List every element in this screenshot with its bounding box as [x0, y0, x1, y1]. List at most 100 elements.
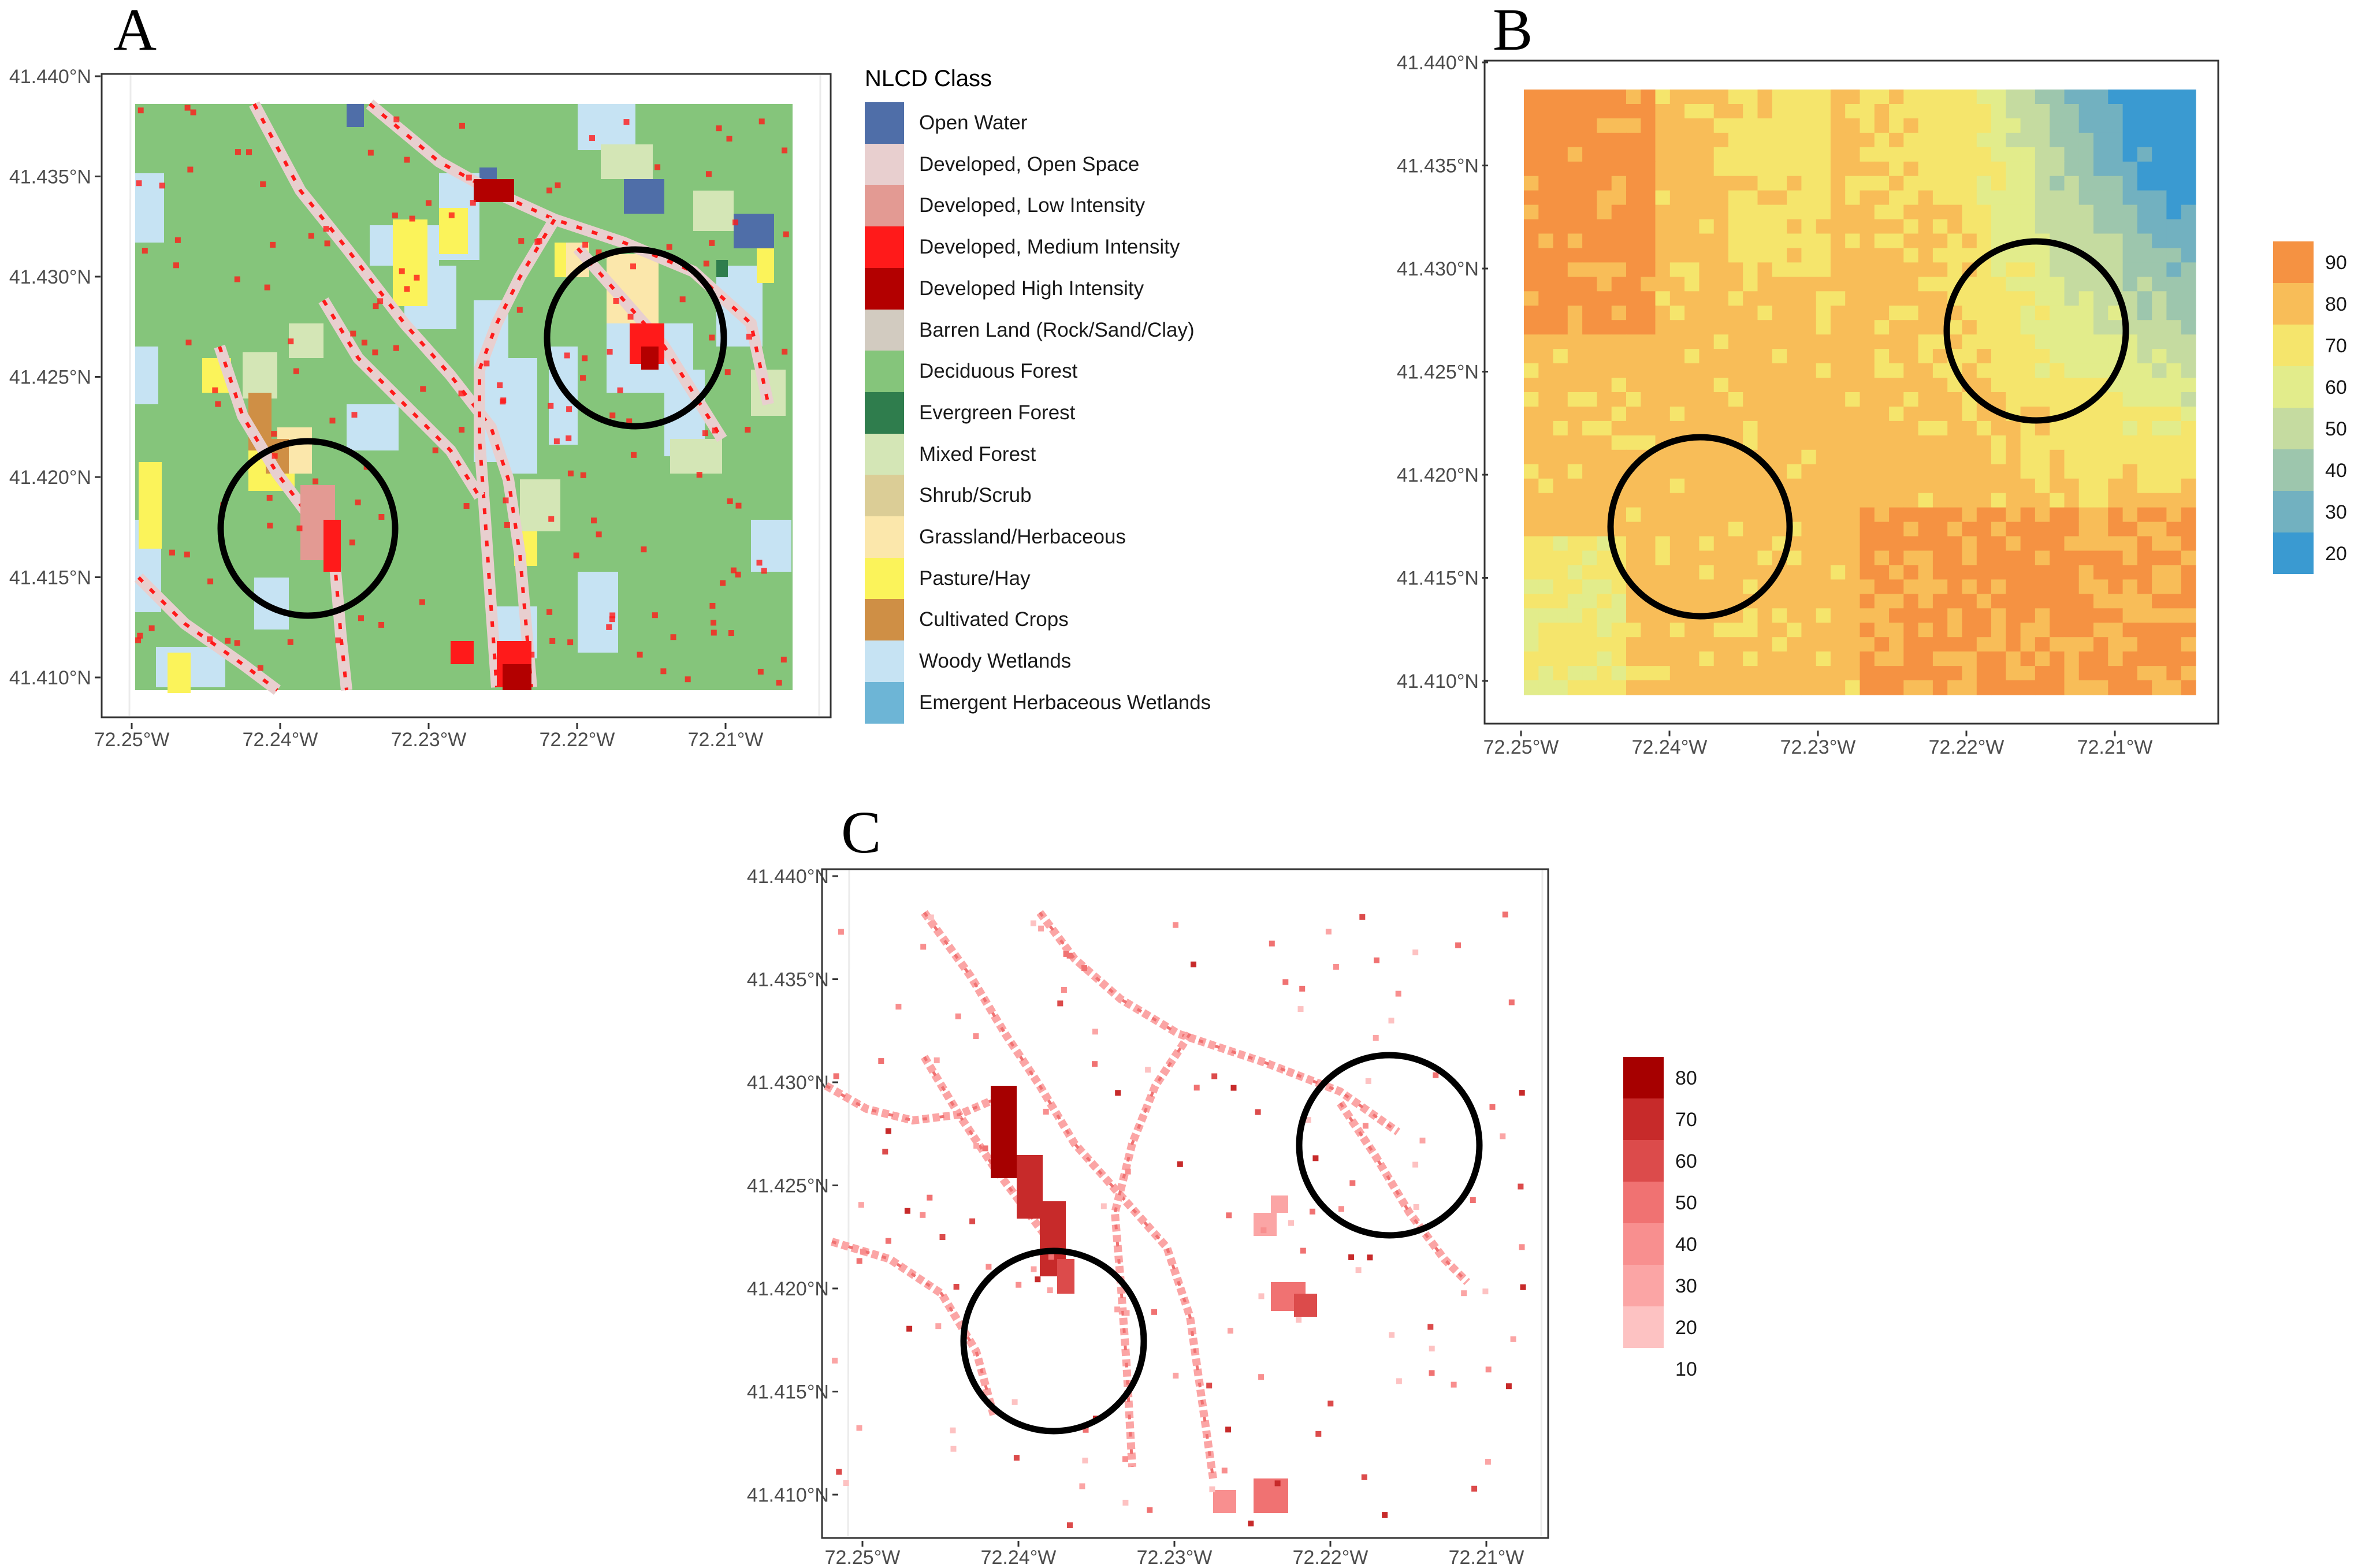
value-cell	[1626, 680, 1641, 695]
value-cell	[1553, 363, 1568, 378]
value-cell	[2166, 118, 2182, 133]
value-cell	[1976, 420, 1992, 436]
value-cell	[1582, 349, 1597, 364]
value-cell	[1962, 204, 1977, 220]
value-cell	[2078, 320, 2094, 335]
value-cell	[1889, 536, 1904, 552]
value-cell	[2108, 320, 2124, 335]
value-cell	[1947, 147, 1963, 162]
value-cell	[2137, 219, 2152, 234]
colorbar-swatch	[1623, 1306, 1664, 1348]
value-cell	[1684, 161, 1700, 177]
study-circle-north-c	[1296, 1052, 1483, 1239]
value-cell	[1991, 680, 2006, 695]
value-cell	[1567, 680, 1583, 695]
value-cell	[2166, 435, 2182, 450]
developed-pixel	[596, 249, 602, 255]
value-cell	[1611, 262, 1627, 277]
value-cell	[1538, 334, 1554, 349]
value-cell	[1538, 219, 1554, 234]
value-cell	[1611, 420, 1627, 436]
value-cell	[1787, 623, 1802, 638]
value-cell	[2064, 176, 2080, 191]
value-cell	[1962, 176, 1977, 191]
developed-pixel	[757, 669, 764, 675]
developed-patch	[503, 664, 531, 690]
value-cell	[1728, 204, 1743, 220]
value-cell	[1830, 550, 1846, 566]
developed-pixel	[549, 638, 556, 644]
value-cell	[1845, 608, 1861, 623]
value-cell	[1903, 190, 1919, 206]
value-cell	[2093, 420, 2108, 436]
value-cell	[1860, 104, 1875, 119]
value-cell	[1582, 132, 1597, 148]
development-pixel	[878, 1058, 884, 1064]
value-cell	[1655, 522, 1671, 537]
x-tick-label: 72.24°W	[243, 729, 318, 751]
value-cell	[1860, 637, 1875, 652]
value-cell	[1976, 550, 1992, 566]
value-cell	[2152, 420, 2167, 436]
value-cell	[1597, 118, 1612, 133]
value-cell	[1582, 291, 1597, 306]
value-cell	[1801, 608, 1817, 623]
value-cell	[1699, 306, 1715, 321]
value-cell	[2181, 608, 2196, 623]
value-cell	[1976, 219, 1992, 234]
development-pixel	[1433, 1072, 1439, 1078]
development-patch	[1271, 1195, 1288, 1213]
value-cell	[1845, 363, 1861, 378]
value-cell	[1567, 579, 1583, 594]
value-cell	[2050, 306, 2065, 321]
colorbar-label: 90	[2325, 252, 2347, 274]
value-cell	[2181, 522, 2196, 537]
value-cell	[1772, 104, 1787, 119]
value-cell	[2020, 204, 2036, 220]
legend-label: Developed, Low Intensity	[919, 194, 1146, 217]
value-cell	[1553, 565, 1568, 580]
y-tick-label: 41.435°N	[747, 969, 829, 991]
value-cell	[2078, 291, 2094, 306]
x-tick-label: 72.22°W	[540, 729, 615, 751]
x-tick-label: 72.21°W	[688, 729, 764, 751]
value-cell	[1874, 680, 1890, 695]
value-cell	[2152, 522, 2167, 537]
value-cell	[2122, 363, 2138, 378]
developed-pixel	[270, 241, 276, 248]
value-cell	[2020, 608, 2036, 623]
value-cell	[1553, 637, 1568, 652]
value-cell	[2078, 579, 2094, 594]
value-cell	[1611, 435, 1627, 450]
value-cell	[1567, 407, 1583, 422]
value-cell	[1743, 291, 1758, 306]
value-cell	[1567, 147, 1583, 162]
value-cell	[1728, 464, 1743, 479]
value-cell	[1830, 147, 1846, 162]
development-pixel	[904, 1208, 910, 1214]
value-cell	[1816, 233, 1831, 249]
value-cell	[1918, 464, 1933, 479]
value-cell	[1597, 90, 1612, 105]
value-cell	[1553, 392, 1568, 407]
value-cell	[1772, 623, 1787, 638]
value-cell	[1918, 161, 1933, 177]
value-cell	[2137, 104, 2152, 119]
value-cell	[1713, 262, 1729, 277]
value-cell	[1713, 666, 1729, 681]
development-pixel	[1315, 1431, 1322, 1437]
value-cell	[1991, 464, 2006, 479]
value-cell	[1757, 407, 1773, 422]
value-cell	[1918, 349, 1933, 364]
development-pixel	[1124, 1310, 1130, 1316]
value-cell	[1903, 392, 1919, 407]
value-cell	[1845, 248, 1861, 263]
value-cell	[1684, 536, 1700, 552]
value-cell	[1713, 147, 1729, 162]
development-pixel	[1038, 925, 1044, 932]
value-cell	[1830, 118, 1846, 133]
value-cell	[1684, 579, 1700, 594]
value-cell	[1860, 449, 1875, 465]
value-cell	[1962, 349, 1977, 364]
value-cell	[2006, 623, 2021, 638]
